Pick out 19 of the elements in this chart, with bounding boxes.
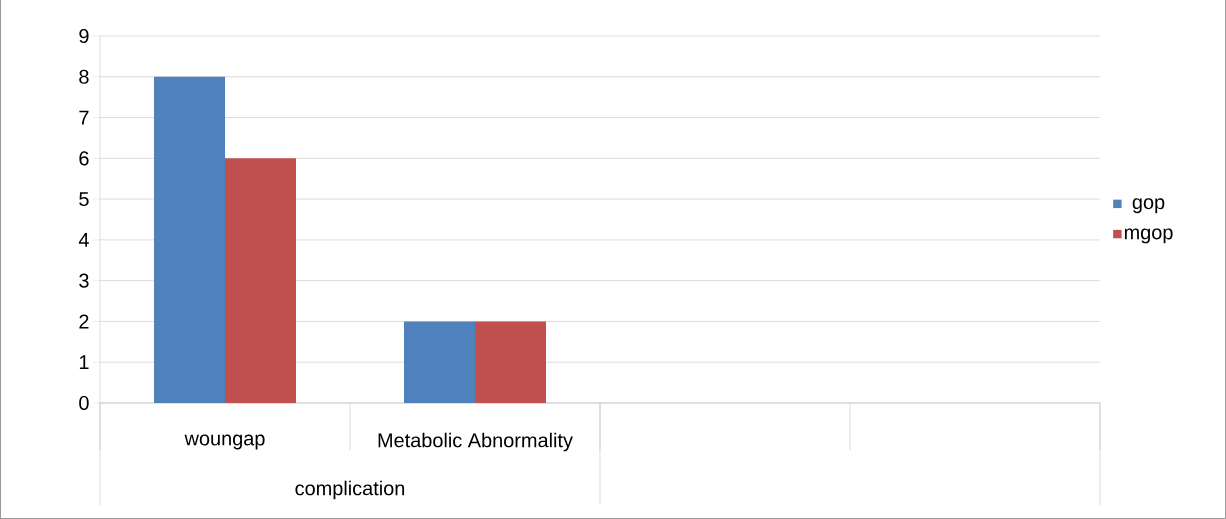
y-tick-label: 9 bbox=[79, 28, 89, 44]
x-tick-label: Metabolic Abnormality bbox=[378, 432, 573, 452]
bar bbox=[475, 321, 546, 403]
y-tick-label: 6 bbox=[79, 151, 89, 166]
bar bbox=[154, 76, 225, 403]
y-tick-label: 1 bbox=[79, 355, 89, 370]
legend-label: gop bbox=[1132, 198, 1165, 214]
y-tick-label: 7 bbox=[79, 110, 89, 125]
y-tick-label: 2 bbox=[79, 314, 89, 329]
legend-label: mgop bbox=[1124, 228, 1173, 244]
bar bbox=[225, 158, 296, 403]
y-tick-label: 8 bbox=[79, 69, 89, 84]
y-tick-label: 4 bbox=[78, 233, 89, 247]
bar bbox=[404, 321, 475, 403]
x-axis-title: complication bbox=[295, 480, 405, 500]
x-tick-label: woungap bbox=[184, 434, 265, 450]
y-tick-label: 5 bbox=[79, 192, 89, 207]
y-tick-label: 0 bbox=[79, 395, 89, 411]
y-tick-label: 3 bbox=[79, 273, 89, 288]
